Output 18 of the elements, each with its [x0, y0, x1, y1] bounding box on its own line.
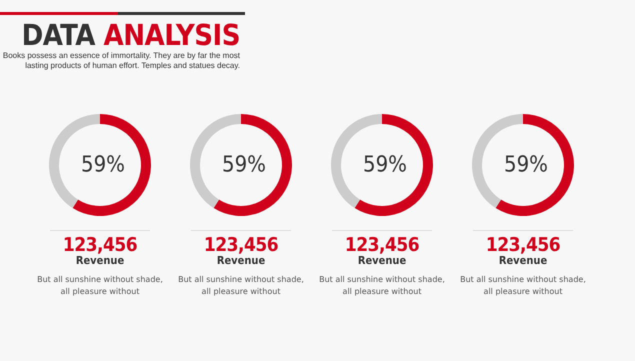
text: But all sunshine without shade, all pleasure without: [318, 274, 446, 298]
chart-title: DATA ANALYSIS: [22, 18, 240, 52]
text: 123,456: [344, 234, 420, 256]
chart-subtitle: Books possess an essence of immortality. They are by far the most lasting products of human effort. Temples and statues decay.: [2, 51, 240, 71]
text: But all sunshine without shade, all pleasure without: [36, 274, 164, 298]
text: Revenue: [498, 254, 548, 269]
text: But all sunshine without shade, all pleasure without: [459, 274, 587, 298]
data-label: 59%: [363, 152, 407, 178]
data-label: 59%: [222, 152, 266, 178]
data-label: 59%: [504, 152, 548, 178]
text: Revenue: [356, 254, 408, 269]
text: 123,456: [202, 234, 280, 256]
text: Revenue: [216, 254, 266, 269]
text: 123,456: [484, 234, 562, 256]
text: But all sunshine without shade, all pleasure without: [177, 274, 305, 298]
text: Revenue: [74, 254, 126, 269]
text: 123,456: [62, 234, 138, 256]
data-label: 59%: [81, 152, 125, 178]
